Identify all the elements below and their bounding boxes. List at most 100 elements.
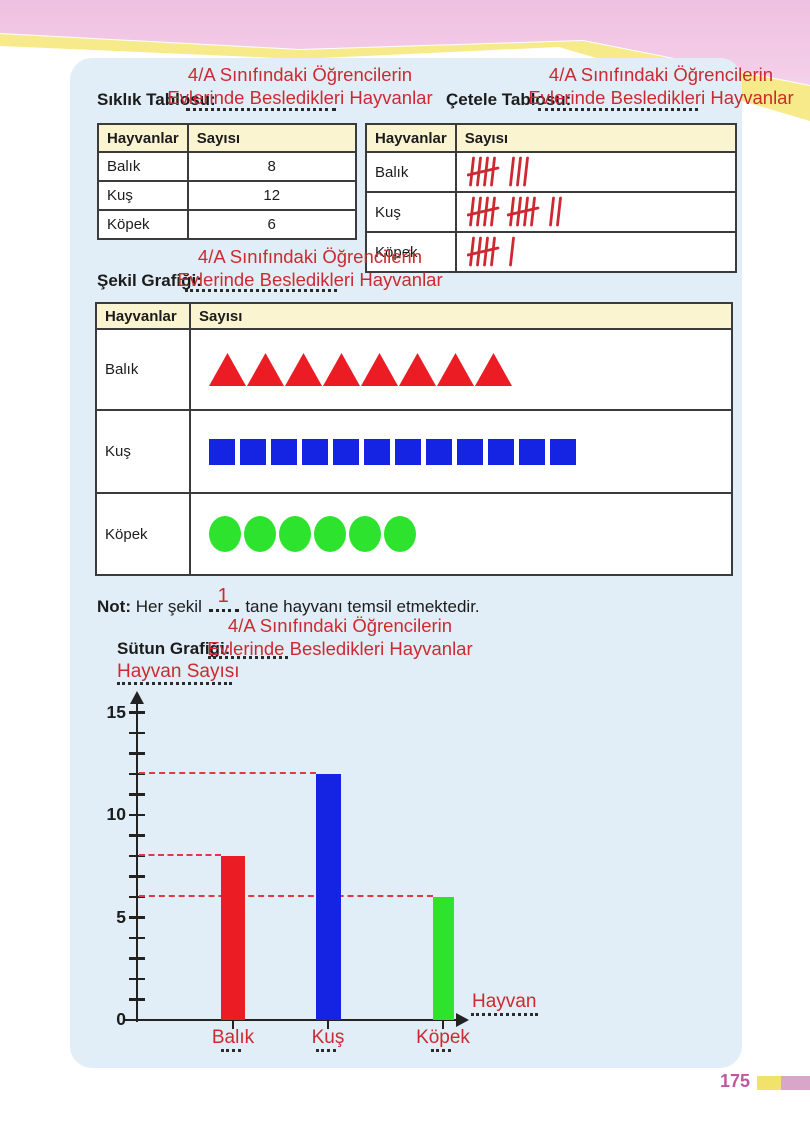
header-animals: Hayvanlar [365, 123, 457, 153]
table-header-row: Hayvanlar Sayısı [95, 302, 733, 330]
header-count: Sayısı [186, 123, 357, 153]
y-axis-tick [129, 957, 145, 960]
row-label: Balık [97, 151, 189, 182]
triangle-icon [247, 353, 284, 386]
dashed-reference-line-12 [139, 772, 316, 774]
bar-chart-label: Sütun Grafiği: [117, 639, 231, 658]
row-label: Balık [365, 151, 457, 193]
table-row: Kuş 12 [97, 180, 357, 211]
tally-table-label: Çetele Tablosu: [446, 90, 572, 109]
y-axis-arrow [130, 691, 144, 704]
table-header-row: Hayvanlar Sayısı [365, 123, 737, 153]
y-axis-tick [129, 813, 145, 817]
y-axis-tick [129, 916, 145, 919]
tally-marks [454, 151, 737, 193]
x-category-label: Balık [211, 1027, 255, 1048]
triangle-icon [475, 353, 512, 386]
y-tick-label: 15 [106, 701, 126, 722]
y-axis-tick [129, 731, 145, 735]
table-row: Balık 8 [97, 151, 357, 182]
footer-pink-rect [781, 1076, 810, 1090]
frequency-table-label: Sıklık Tablosu: [97, 90, 216, 109]
square-icon [426, 438, 452, 465]
square-icon [240, 438, 266, 465]
pictograph-shapes-dog [189, 492, 733, 576]
triangle-icon [437, 353, 474, 386]
bar-chart-title: 4/A Sınıfındaki Öğrencilerin Evlerinde B… [205, 614, 475, 660]
pictograph-row: Köpek [95, 492, 733, 576]
title-line-2: Evlerinde Besledikleri Hayvanlar [528, 87, 794, 108]
row-label: Köpek [97, 209, 189, 240]
y-axis-title-dotted-line [117, 682, 232, 685]
title-line-2: Evlerinde Besledikleri Hayvanlar [207, 638, 473, 659]
header-count: Sayısı [189, 302, 733, 330]
x-axis-arrow [456, 1013, 469, 1027]
tally-marks [454, 231, 737, 273]
square-icon [457, 438, 483, 465]
tally-title-dotted-line [538, 108, 698, 111]
note-after: tane hayvanı temsil etmektedir. [245, 597, 480, 616]
x-axis-tick [326, 1020, 330, 1029]
x-axis-title-dotted-line [471, 1013, 538, 1016]
x-axis-title: Hayvan [472, 991, 537, 1012]
triangle-icon [361, 353, 398, 386]
dashed-reference-line-8 [139, 854, 221, 856]
y-axis-tick [129, 998, 145, 1001]
circle-icon [279, 516, 311, 552]
square-icon [209, 438, 235, 465]
x-category-label: Köpek [416, 1027, 470, 1048]
row-label: Köpek [95, 492, 191, 576]
table-row: Köpek 6 [97, 209, 357, 240]
table-row: Köpek [365, 231, 737, 273]
pictograph-table: Hayvanlar Sayısı Balık Kuş Köpek [95, 302, 733, 576]
pictograph-row: Balık [95, 328, 733, 411]
triangle-icon [399, 353, 436, 386]
triangle-icon [209, 353, 246, 386]
pictograph-label: Şekil Grafiği: [97, 271, 202, 290]
tally-table-title: 4/A Sınıfındaki Öğrencilerin Evlerinde B… [528, 63, 794, 109]
frequency-table-title: 4/A Sınıfındaki Öğrencilerin Evlerinde B… [160, 63, 440, 109]
title-line-1: 4/A Sınıfındaki Öğrencilerin [227, 615, 453, 636]
note-prefix: Not: [97, 597, 131, 616]
row-label: Balık [95, 328, 191, 411]
frequency-title-dotted-line [186, 108, 336, 111]
square-icon [395, 438, 421, 465]
row-value: 8 [186, 151, 357, 182]
bar-Köpek [432, 897, 454, 1020]
circle-icon [384, 516, 416, 552]
pictograph-title-dotted-line [185, 289, 337, 292]
header-count: Sayısı [454, 123, 737, 153]
triangle-icon [285, 353, 322, 386]
y-axis-tick [129, 1018, 145, 1022]
y-axis-tick [129, 854, 145, 858]
note-answer-slot: 1 [208, 585, 239, 612]
row-value: 12 [186, 180, 357, 211]
header-animals: Hayvanlar [97, 123, 189, 153]
title-line-1: 4/A Sınıfındaki Öğrencilerin [197, 246, 423, 267]
row-label: Kuş [97, 180, 189, 211]
title-line-1: 4/A Sınıfındaki Öğrencilerin [548, 64, 774, 85]
bar-title-dotted-line [208, 656, 288, 659]
dashed-reference-line-6 [139, 895, 433, 897]
table-row: Kuş [365, 191, 737, 233]
tally-marks [454, 191, 737, 233]
circle-icon [314, 516, 346, 552]
square-icon [302, 438, 328, 465]
x-label-dotted-line [221, 1049, 241, 1052]
table-row: Balık [365, 151, 737, 193]
y-axis-tick [129, 711, 145, 714]
circle-icon [349, 516, 381, 552]
note-before: Her şekil [135, 597, 202, 616]
row-value: 6 [186, 209, 357, 240]
square-icon [488, 438, 514, 465]
square-icon [364, 438, 390, 465]
row-label: Kuş [95, 409, 191, 494]
square-icon [333, 438, 359, 465]
y-axis-tick [129, 752, 145, 755]
square-icon [550, 438, 576, 465]
x-label-dotted-line [316, 1049, 336, 1052]
bar-chart: Hayvan 0 5 10 15 Balık Kuş Köpek [80, 688, 680, 1078]
y-tick-label: 5 [116, 906, 126, 927]
x-axis-tick [441, 1020, 445, 1029]
